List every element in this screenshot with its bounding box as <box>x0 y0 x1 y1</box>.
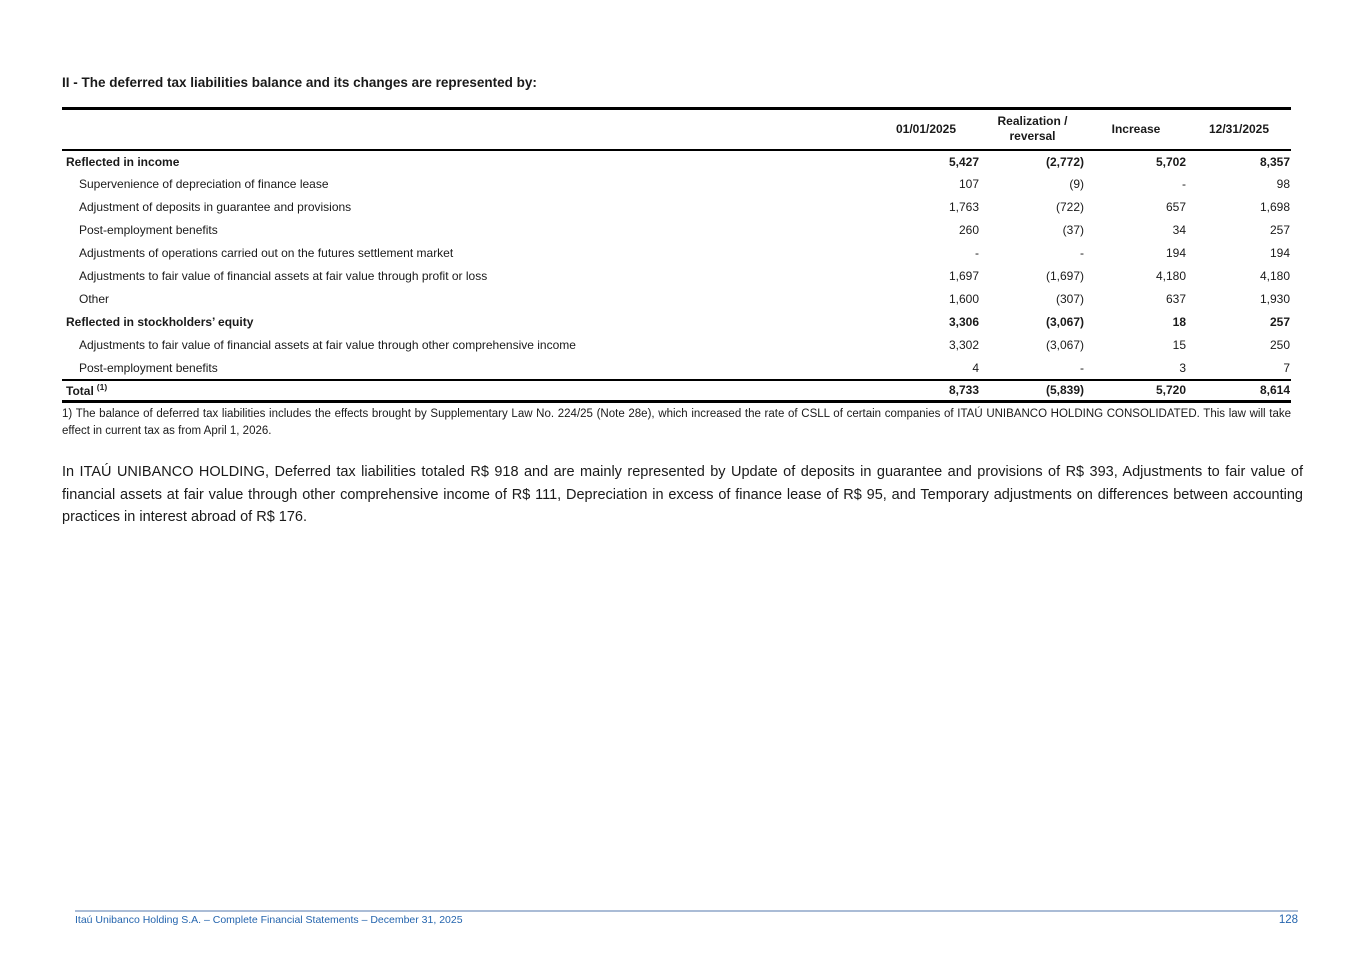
cell-value: 637 <box>1165 292 1186 306</box>
deferred-tax-liabilities-table: 01/01/2025 Realization / reversal Increa… <box>62 107 1291 403</box>
table-row: Adjustments to fair value of financial a… <box>62 334 1291 357</box>
header-col-12-31-2025: 12/31/2025 <box>1187 108 1291 151</box>
cell-value: 18 <box>1172 315 1186 329</box>
cell-value: 260 <box>958 223 979 237</box>
table-row: Adjustment of deposits in guarantee and … <box>62 196 1291 219</box>
cell-value: 98 <box>1276 177 1290 191</box>
row-label: Supervenience of depreciation of finance… <box>79 177 329 191</box>
cell-value: 257 <box>1269 315 1290 329</box>
table-row: Adjustments to fair value of financial a… <box>62 265 1291 288</box>
cell-value: 194 <box>1269 246 1290 260</box>
cell-value: (722) <box>1055 200 1084 214</box>
header-col-increase: Increase <box>1085 108 1187 151</box>
table-row: Other 1,600 (307) 637 1,930 <box>62 288 1291 311</box>
table-body: Reflected in income 5,427 (2,772) 5,702 8,35… <box>62 150 1291 402</box>
cell-value: - <box>975 246 979 260</box>
row-label: Post-employment benefits <box>79 223 218 237</box>
cell-value: 4,180 <box>1155 269 1186 283</box>
cell-value: (307) <box>1055 292 1084 306</box>
section-title: II - The deferred tax liabilities balanc… <box>62 75 537 90</box>
header-col-realization-reversal: Realization / reversal <box>980 108 1085 151</box>
cell-value: (5,839) <box>980 378 1085 402</box>
cell-value: 7 <box>1283 360 1290 375</box>
row-label: Reflected in stockholders’ equity <box>66 315 254 329</box>
footnote-reference: (1) <box>96 382 108 393</box>
cell-value: 257 <box>1269 223 1290 237</box>
table-row: Reflected in income 5,427 (2,772) 5,702 8,35… <box>62 150 1291 173</box>
cell-value: 5,720 <box>1085 378 1187 402</box>
cell-value: 194 <box>1165 246 1186 260</box>
cell-value: 1,698 <box>1259 200 1290 214</box>
footer-document-title: Itaú Unibanco Holding S.A. – Complete Fi… <box>75 914 463 926</box>
cell-value: 8,614 <box>1187 378 1291 402</box>
cell-value: 34 <box>1172 223 1186 237</box>
table-row: Supervenience of depreciation of finance… <box>62 173 1291 196</box>
cell-value: 4,180 <box>1259 269 1290 283</box>
cell-value: 107 <box>958 177 979 191</box>
table-row: Post-employment benefits 260 (37) 34 257 <box>62 219 1291 242</box>
row-label: Adjustment of deposits in guarantee and … <box>79 200 352 214</box>
cell-value: 1,930 <box>1259 292 1290 306</box>
cell-value: - <box>1182 177 1186 191</box>
cell-value: (37) <box>1062 223 1084 237</box>
header-col-01-01-2025: 01/01/2025 <box>872 108 980 151</box>
cell-value: 5,427 <box>948 154 979 169</box>
table-header: 01/01/2025 Realization / reversal Increa… <box>62 108 1291 151</box>
table-row: Post-employment benefits 4 - 3 7 <box>62 357 1291 380</box>
row-label: Adjustments of operations carried out on… <box>79 246 454 260</box>
table-row: Reflected in stockholders’ equity 3,306 (3… <box>62 311 1291 334</box>
cell-value: - <box>1080 246 1084 260</box>
header-empty <box>62 108 872 151</box>
row-label: Adjustments to fair value of financial a… <box>79 269 488 283</box>
row-label: Other <box>79 292 110 306</box>
row-label: Post-employment benefits <box>79 360 218 375</box>
cell-value: 8,733 <box>872 378 980 402</box>
page-footer: Itaú Unibanco Holding S.A. – Complete Fi… <box>75 910 1298 926</box>
cell-value: 4 <box>972 360 979 375</box>
cell-value: 3,302 <box>948 338 979 352</box>
cell-value: 1,697 <box>948 269 979 283</box>
cell-value: 1,763 <box>948 200 979 214</box>
holding-summary-paragraph: In ITAÚ UNIBANCO HOLDING, Deferred tax l… <box>62 464 1303 525</box>
cell-value: 15 <box>1172 338 1186 352</box>
cell-value: 3,306 <box>948 315 979 329</box>
table-footnote: 1) The balance of deferred tax liabiliti… <box>62 408 1291 437</box>
cell-value: - <box>1080 360 1084 375</box>
cell-value: (3,067) <box>1045 315 1084 329</box>
cell-value: (9) <box>1069 177 1084 191</box>
row-label: Adjustments to fair value of financial a… <box>79 338 576 352</box>
cell-value: 657 <box>1165 200 1186 214</box>
cell-value: 1,600 <box>948 292 979 306</box>
cell-value: 3 <box>1179 360 1186 375</box>
cell-value: 8,357 <box>1259 154 1290 169</box>
cell-value: 5,702 <box>1155 154 1186 169</box>
cell-value: 250 <box>1269 338 1290 352</box>
row-label: Total (1) <box>62 378 872 402</box>
row-label: Reflected in income <box>66 154 180 169</box>
cell-value: (3,067) <box>1045 338 1084 352</box>
table-row: Total (1) 8,733 (5,839) 5,720 8,614 <box>62 378 1291 402</box>
footer-page-number: 128 <box>1278 914 1298 926</box>
cell-value: (2,772) <box>1045 154 1084 169</box>
cell-value: (1,697) <box>1045 269 1084 283</box>
table-header-row: 01/01/2025 Realization / reversal Increa… <box>62 108 1291 151</box>
table-row: Adjustments of operations carried out on… <box>62 242 1291 265</box>
